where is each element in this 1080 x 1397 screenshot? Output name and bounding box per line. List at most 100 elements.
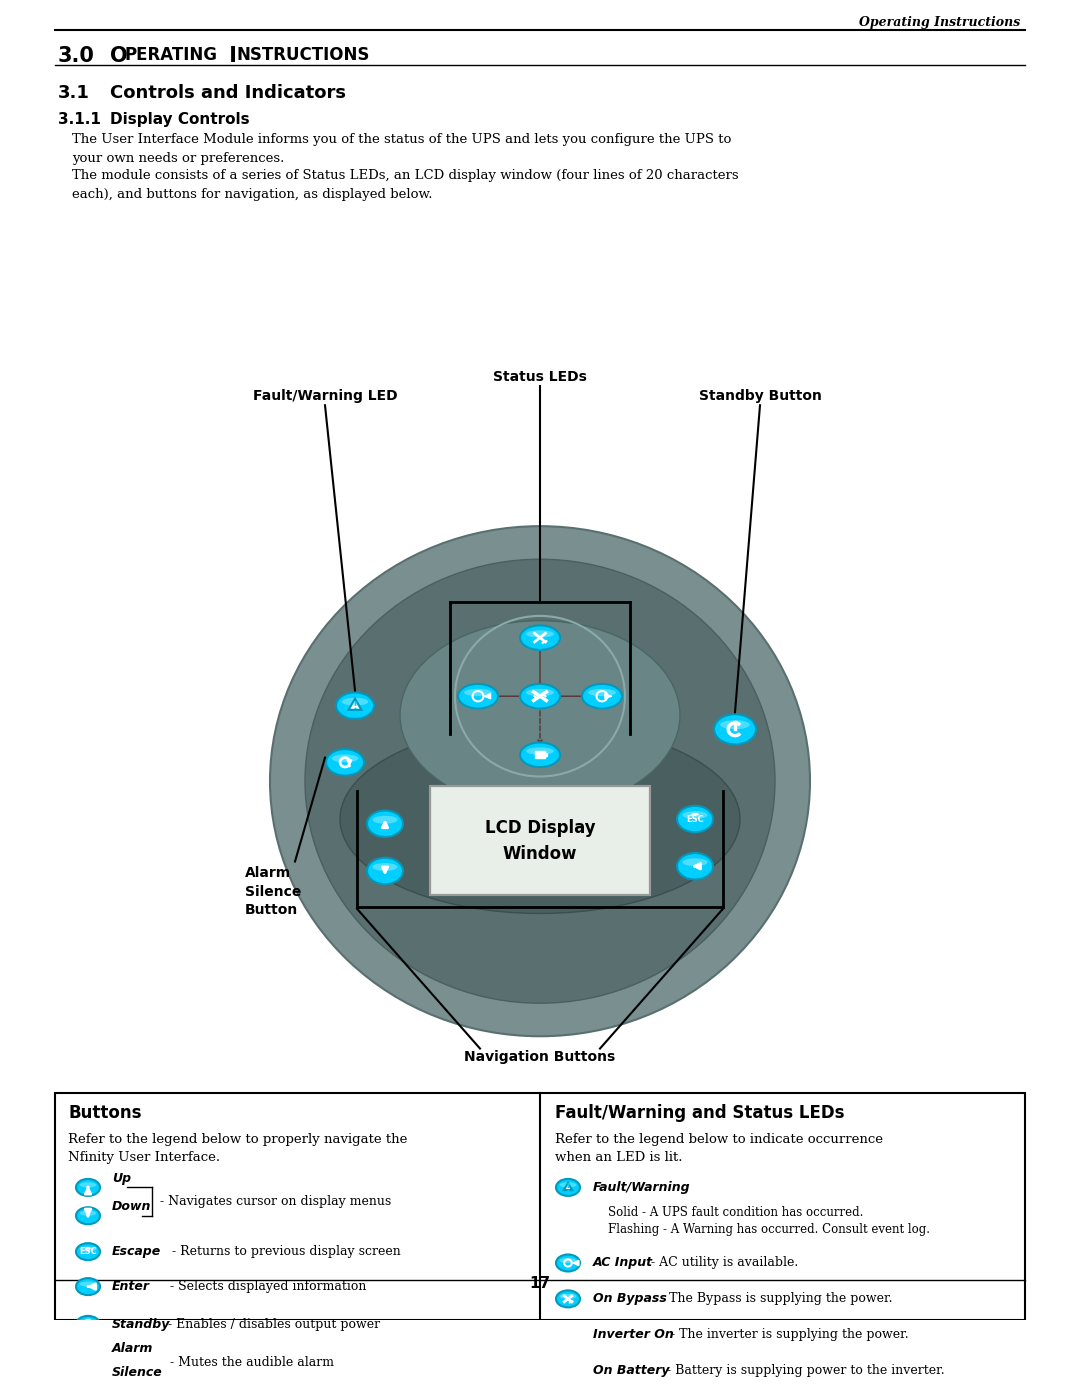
- FancyBboxPatch shape: [535, 752, 545, 759]
- Text: PERATING: PERATING: [124, 46, 217, 64]
- Ellipse shape: [556, 1255, 580, 1271]
- Text: NSTRUCTIONS: NSTRUCTIONS: [237, 46, 370, 64]
- FancyBboxPatch shape: [564, 1368, 571, 1373]
- Text: 3.1.1: 3.1.1: [58, 112, 100, 127]
- Text: - Mutes the audible alarm: - Mutes the audible alarm: [170, 1355, 334, 1369]
- Text: Controls and Indicators: Controls and Indicators: [110, 84, 346, 102]
- Text: Enter: Enter: [112, 1280, 150, 1294]
- Ellipse shape: [464, 689, 492, 696]
- Text: On Battery: On Battery: [593, 1363, 670, 1377]
- Text: - AC utility is available.: - AC utility is available.: [651, 1256, 798, 1270]
- Ellipse shape: [326, 749, 364, 775]
- Text: Fault/Warning LED: Fault/Warning LED: [253, 390, 397, 404]
- Ellipse shape: [683, 858, 707, 866]
- Ellipse shape: [367, 858, 403, 884]
- Text: Silence: Silence: [112, 1366, 163, 1379]
- Ellipse shape: [80, 1319, 96, 1324]
- Text: I: I: [222, 46, 237, 66]
- Ellipse shape: [683, 812, 707, 819]
- Ellipse shape: [526, 630, 554, 637]
- Text: Standby: Standby: [112, 1317, 171, 1331]
- Text: Status LEDs: Status LEDs: [494, 370, 586, 384]
- Text: LCD Display
Window: LCD Display Window: [485, 819, 595, 863]
- Bar: [55, 1092, 1025, 1320]
- Ellipse shape: [340, 725, 740, 914]
- Text: O: O: [110, 46, 127, 66]
- Ellipse shape: [458, 685, 498, 708]
- Ellipse shape: [400, 620, 680, 809]
- Ellipse shape: [556, 1362, 580, 1379]
- Ellipse shape: [80, 1356, 96, 1362]
- FancyBboxPatch shape: [545, 753, 548, 757]
- Text: - Returns to previous display screen: - Returns to previous display screen: [164, 1245, 401, 1259]
- Ellipse shape: [559, 1330, 577, 1334]
- Ellipse shape: [559, 1182, 577, 1187]
- Ellipse shape: [336, 693, 374, 719]
- Polygon shape: [349, 698, 362, 710]
- Ellipse shape: [714, 714, 756, 745]
- Ellipse shape: [76, 1354, 100, 1370]
- Ellipse shape: [582, 685, 622, 708]
- Text: Fault/Warning: Fault/Warning: [593, 1180, 690, 1194]
- Ellipse shape: [526, 747, 554, 754]
- Text: Navigation Buttons: Navigation Buttons: [464, 1051, 616, 1065]
- Ellipse shape: [76, 1278, 100, 1295]
- Text: - Enables / disables output power: - Enables / disables output power: [168, 1317, 380, 1331]
- Text: !: !: [352, 701, 357, 711]
- Text: !: !: [566, 1183, 570, 1193]
- Ellipse shape: [556, 1291, 580, 1308]
- Text: - Selects displayed information: - Selects displayed information: [154, 1280, 366, 1294]
- Ellipse shape: [76, 1207, 100, 1224]
- Text: AC Input: AC Input: [593, 1256, 653, 1270]
- Text: On Bypass: On Bypass: [593, 1292, 666, 1305]
- Circle shape: [270, 527, 810, 1037]
- Text: - The inverter is supplying the power.: - The inverter is supplying the power.: [671, 1329, 908, 1341]
- Text: Alarm: Alarm: [112, 1341, 153, 1355]
- Text: The module consists of a series of Status LEDs, an LCD display window (four line: The module consists of a series of Statu…: [72, 169, 739, 201]
- Ellipse shape: [76, 1179, 100, 1196]
- FancyBboxPatch shape: [432, 788, 648, 893]
- Ellipse shape: [373, 863, 397, 870]
- Ellipse shape: [76, 1316, 100, 1333]
- Ellipse shape: [720, 721, 750, 729]
- Ellipse shape: [588, 689, 616, 696]
- Text: Flashing - A Warning has occurred. Consult event log.: Flashing - A Warning has occurred. Consu…: [608, 1224, 930, 1236]
- FancyBboxPatch shape: [571, 1369, 573, 1372]
- Text: 17: 17: [529, 1277, 551, 1291]
- Ellipse shape: [677, 854, 713, 880]
- Ellipse shape: [519, 742, 561, 767]
- Text: Up: Up: [112, 1172, 131, 1185]
- Ellipse shape: [559, 1294, 577, 1299]
- Ellipse shape: [332, 754, 359, 763]
- Ellipse shape: [556, 1179, 580, 1196]
- Text: Solid - A UPS fault condition has occurred.: Solid - A UPS fault condition has occurr…: [608, 1206, 863, 1220]
- Text: Operating Instructions: Operating Instructions: [859, 15, 1020, 29]
- Ellipse shape: [80, 1211, 96, 1215]
- Text: Buttons: Buttons: [68, 1104, 141, 1122]
- Ellipse shape: [556, 1326, 580, 1344]
- Text: ESC: ESC: [79, 1248, 97, 1256]
- Ellipse shape: [341, 697, 368, 705]
- Text: Fault/Warning and Status LEDs: Fault/Warning and Status LEDs: [555, 1104, 845, 1122]
- Text: - Battery is supplying power to the inverter.: - Battery is supplying power to the inve…: [667, 1363, 945, 1377]
- Text: Down: Down: [112, 1200, 151, 1213]
- Text: ESC: ESC: [686, 814, 704, 823]
- FancyBboxPatch shape: [430, 787, 650, 894]
- Ellipse shape: [76, 1243, 100, 1260]
- Ellipse shape: [80, 1246, 96, 1252]
- Ellipse shape: [519, 685, 561, 708]
- Text: Escape: Escape: [112, 1245, 161, 1259]
- Circle shape: [305, 559, 775, 1003]
- Ellipse shape: [519, 626, 561, 650]
- Text: Alarm
Silence
Button: Alarm Silence Button: [245, 866, 301, 916]
- Ellipse shape: [80, 1281, 96, 1287]
- Text: Standby Button: Standby Button: [699, 390, 822, 404]
- Text: Inverter On: Inverter On: [593, 1329, 674, 1341]
- Text: Refer to the legend below to properly navigate the
Nfinity User Interface.: Refer to the legend below to properly na…: [68, 1133, 407, 1164]
- Ellipse shape: [559, 1366, 577, 1370]
- Ellipse shape: [526, 689, 554, 696]
- Polygon shape: [564, 1183, 572, 1190]
- Text: - Navigates cursor on display menus: - Navigates cursor on display menus: [160, 1194, 391, 1208]
- Text: The User Interface Module informs you of the status of the UPS and lets you conf: The User Interface Module informs you of…: [72, 133, 731, 165]
- Text: 3.0: 3.0: [58, 46, 95, 66]
